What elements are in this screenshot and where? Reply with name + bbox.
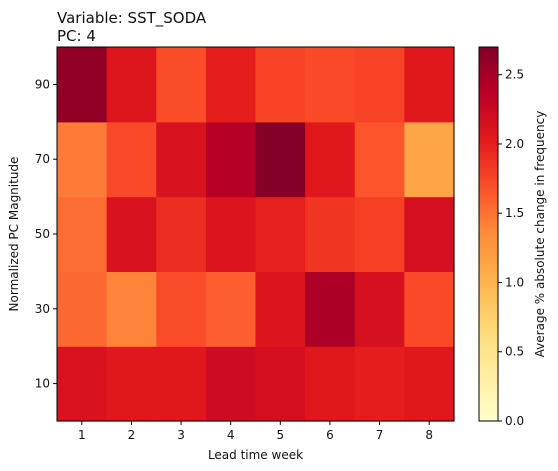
heatmap-cell (205, 47, 257, 123)
colorbar-tick-label: 2.5 (505, 68, 524, 82)
colorbar-tick-label: 0.0 (505, 414, 524, 428)
heatmap-cell (205, 121, 257, 198)
x-tick-label: 3 (177, 428, 185, 442)
heatmap-cell (305, 196, 356, 272)
colorbar-tick-label: 1.5 (505, 206, 524, 220)
y-tick-label: 50 (35, 227, 50, 241)
heatmap-cell (305, 121, 356, 198)
heatmap-cell (404, 196, 455, 272)
heatmap-cell (404, 121, 455, 198)
heatmap-cell (305, 346, 356, 422)
heatmap-cell (156, 47, 207, 123)
heatmap-cell (255, 196, 306, 272)
heatmap-cell (255, 346, 306, 422)
heatmap-cell (57, 271, 108, 347)
x-tick-label: 2 (128, 428, 136, 442)
x-axis-ticks: 1 2 3 4 5 6 7 8 (78, 421, 433, 442)
y-tick-label: 10 (35, 377, 50, 391)
y-tick-label: 30 (35, 302, 50, 316)
heatmap-cell (354, 47, 405, 123)
x-tick-label: 1 (78, 428, 86, 442)
heatmap-cells (57, 47, 455, 422)
heatmap-cell (106, 346, 157, 422)
heatmap-cell (57, 196, 108, 272)
x-axis-label: Lead time week (208, 448, 303, 462)
heatmap-cell (57, 47, 108, 123)
heatmap-cell (205, 271, 257, 347)
x-tick-label: 6 (326, 428, 334, 442)
heatmap-cell (255, 47, 306, 123)
y-axis-ticks: 10 30 50 70 90 (35, 77, 57, 391)
heatmap-cell (205, 346, 257, 422)
y-axis-label: Normalized PC Magnitude (7, 157, 21, 312)
heatmap-cell (156, 271, 207, 347)
chart-title-variable: Variable: SST_SODA (57, 9, 207, 28)
heatmap-cell (404, 346, 455, 422)
heatmap-cell (305, 271, 356, 347)
heatmap-cell (354, 271, 405, 347)
heatmap-cell (57, 121, 108, 198)
chart-title-pc: PC: 4 (57, 27, 96, 45)
x-tick-label: 4 (227, 428, 235, 442)
colorbar-tick-label: 2.0 (505, 137, 524, 151)
heatmap-cell (106, 271, 157, 347)
heatmap-cell (156, 346, 207, 422)
colorbar-ticks: 0.0 0.5 1.0 1.5 2.0 2.5 (498, 68, 524, 428)
colorbar-tick-label: 0.5 (505, 345, 524, 359)
heatmap-cell (156, 196, 207, 272)
colorbar-label: Average % absolute change in frequency (533, 111, 547, 358)
heatmap-cell (106, 196, 157, 272)
x-tick-label: 7 (376, 428, 384, 442)
heatmap-cell (404, 47, 455, 123)
x-tick-label: 8 (425, 428, 433, 442)
heatmap-cell (404, 271, 455, 347)
heatmap-cell (255, 271, 306, 347)
heatmap-cell (354, 121, 405, 198)
x-tick-label: 5 (276, 428, 284, 442)
heatmap-cell (106, 121, 157, 198)
y-tick-label: 90 (35, 77, 50, 91)
heatmap-cell (205, 196, 257, 272)
heatmap-cell (57, 346, 108, 422)
y-tick-label: 70 (35, 152, 50, 166)
heatmap-cell (305, 47, 356, 123)
heatmap-cell (354, 346, 405, 422)
heatmap-cell (156, 121, 207, 198)
heatmap-cell (255, 121, 306, 198)
colorbar (478, 46, 499, 422)
heatmap-cell (106, 47, 157, 123)
colorbar-tick-label: 1.0 (505, 275, 524, 289)
heatmap-cell (354, 196, 405, 272)
